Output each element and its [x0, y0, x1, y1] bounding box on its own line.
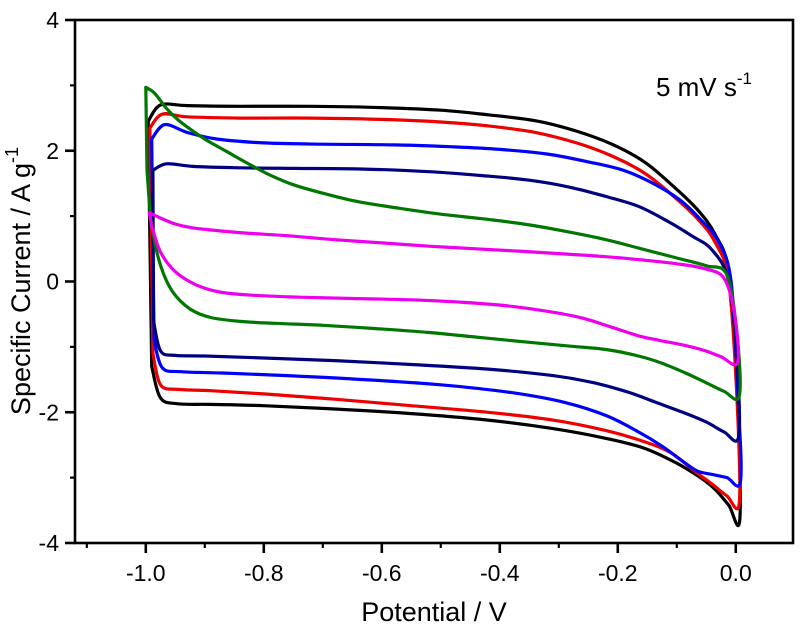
y-tick-label: 2 — [46, 138, 59, 164]
cv-curve-green — [144, 85, 742, 402]
x-tick-label: -0.4 — [480, 560, 520, 586]
x-axis-title: Potential / V — [361, 597, 507, 627]
scan-rate-annotation: 5 mV s-1 — [656, 69, 752, 102]
x-tick-label: -1.0 — [126, 560, 166, 586]
axes-group — [65, 18, 795, 553]
y-tick-label: -4 — [39, 530, 60, 556]
tick-labels-group: -1.0 -0.8 -0.6 -0.4 -0.2 0.0 -4 -2 0 2 4 — [39, 7, 752, 586]
cv-curve-magenta — [147, 211, 740, 367]
y-tick-label: 0 — [46, 269, 59, 295]
x-tick-label: -0.8 — [244, 560, 284, 586]
y-tick-label: 4 — [46, 7, 59, 33]
x-tick-label: -0.6 — [362, 560, 402, 586]
y-tick-label: -2 — [39, 399, 59, 425]
y-axis-title: Specific Current / A g-1 — [2, 147, 36, 415]
cv-curves-group — [144, 85, 743, 528]
x-tick-label: -0.2 — [598, 560, 638, 586]
x-tick-label: 0.0 — [720, 560, 752, 586]
